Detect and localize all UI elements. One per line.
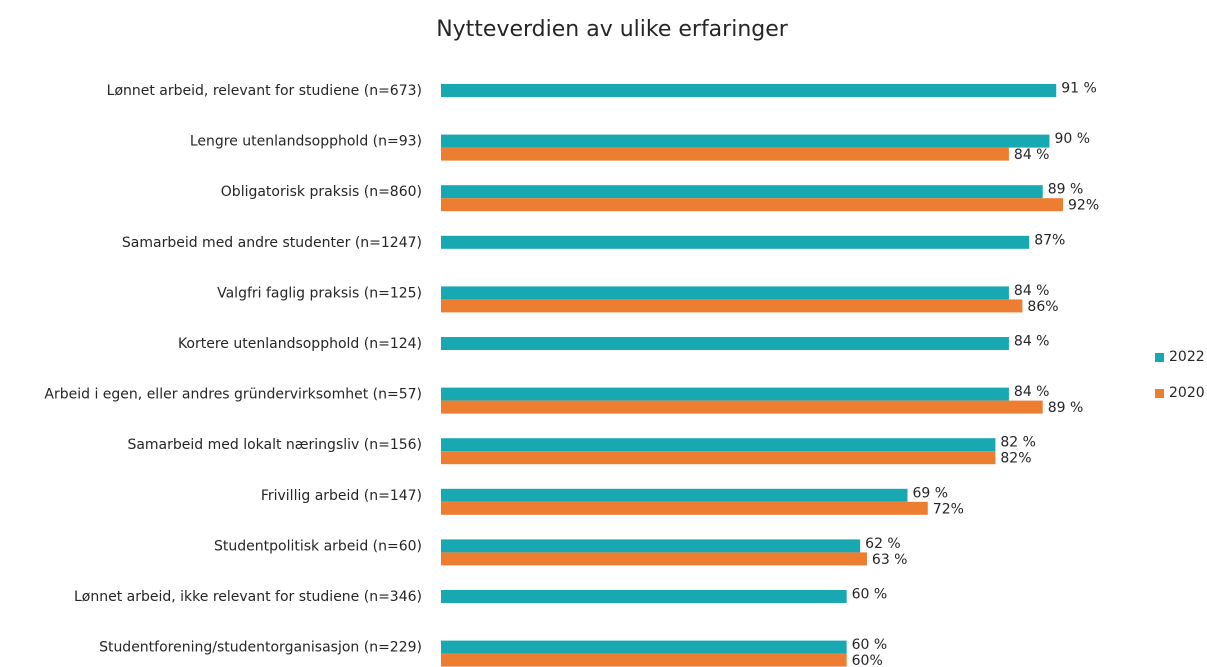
bar	[441, 552, 867, 566]
bar	[441, 539, 861, 553]
bar	[441, 337, 1009, 350]
bar	[441, 198, 1063, 212]
data-label: 62 %	[865, 536, 901, 552]
category-label: Lengre utenlandsopphold (n=93)	[190, 134, 422, 150]
data-label: 89 %	[1048, 400, 1084, 416]
bar	[441, 185, 1043, 199]
data-label: 60 %	[852, 637, 888, 653]
data-label: 60 %	[852, 587, 888, 603]
legend-label: 2020	[1169, 385, 1205, 401]
data-label: 72%	[933, 501, 964, 517]
data-label: 63 %	[872, 552, 908, 568]
category-label: Lønnet arbeid, relevant for studiene (n=…	[107, 83, 422, 99]
bar	[441, 438, 996, 452]
bar	[441, 501, 928, 515]
bar	[441, 147, 1009, 161]
category-label: Samarbeid med lokalt næringsliv (n=156)	[127, 437, 422, 453]
category-label: Obligatorisk praksis (n=860)	[221, 184, 422, 200]
legend-swatch	[1155, 389, 1164, 398]
legend-label: 2022	[1169, 349, 1205, 365]
bar	[441, 653, 847, 667]
data-label: 60%	[852, 653, 883, 667]
data-label: 87%	[1034, 232, 1065, 248]
data-label: 82 %	[1000, 435, 1036, 451]
category-label: Valgfri faglig praksis (n=125)	[217, 285, 422, 301]
data-label: 84 %	[1014, 283, 1050, 299]
data-label: 89 %	[1048, 182, 1084, 198]
bar	[441, 590, 847, 603]
category-label: Frivillig arbeid (n=147)	[261, 488, 422, 504]
category-label: Studentpolitisk arbeid (n=60)	[214, 538, 422, 554]
bar	[441, 286, 1009, 300]
bar	[441, 451, 996, 465]
data-label: 84 %	[1014, 384, 1050, 400]
legend-swatch	[1155, 353, 1164, 362]
category-label: Lønnet arbeid, ikke relevant for studien…	[74, 589, 422, 605]
bar	[441, 84, 1057, 97]
data-label: 84 %	[1014, 334, 1050, 350]
data-label: 82%	[1000, 451, 1031, 467]
data-label: 84 %	[1014, 147, 1050, 163]
bar	[441, 488, 908, 502]
bar	[441, 235, 1030, 249]
category-label: Samarbeid med andre studenter (n=1247)	[122, 235, 422, 251]
data-label: 90 %	[1054, 131, 1090, 147]
bar	[441, 640, 847, 654]
bar	[441, 299, 1023, 313]
bar	[441, 387, 1009, 401]
data-label: 86%	[1027, 299, 1058, 315]
chart-title: Nytteverdien av ulike erfaringer	[436, 17, 789, 42]
category-label: Kortere utenlandsopphold (n=124)	[178, 336, 422, 352]
data-label: 91 %	[1061, 81, 1097, 97]
data-label: 92%	[1068, 198, 1099, 214]
bar	[441, 400, 1043, 414]
category-label: Arbeid i egen, eller andres gründervirks…	[44, 387, 422, 403]
category-label: Studentforening/studentorganisasjon (n=2…	[99, 640, 422, 656]
data-label: 69 %	[913, 485, 949, 501]
bar	[441, 134, 1050, 148]
